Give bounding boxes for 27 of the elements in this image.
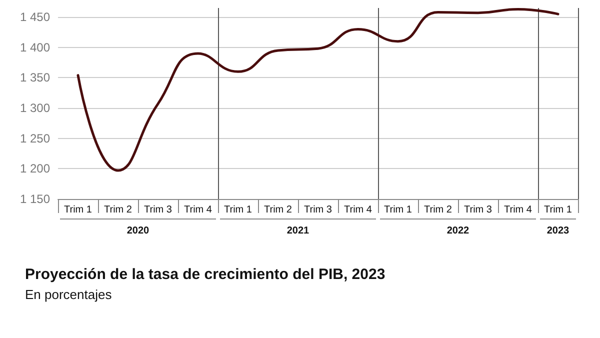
x-tick-label: Trim 1 xyxy=(64,204,92,216)
x-tick-label: Trim 3 xyxy=(464,204,492,216)
x-tick-label: Trim 1 xyxy=(544,204,572,216)
text: 2022 xyxy=(446,226,470,236)
line-series xyxy=(76,8,560,172)
x-tick-label: Trim 4 xyxy=(344,204,372,216)
y-tick-label: 1 400 xyxy=(20,40,50,54)
text: 2020 xyxy=(126,226,150,236)
x-tick-label: Trim 1 xyxy=(384,204,412,216)
y-tick-label: 1 150 xyxy=(20,192,50,206)
x-tick-label: Trim 3 xyxy=(304,204,332,216)
y-tick-label: 1 450 xyxy=(20,10,50,24)
y-tick-label: 1 300 xyxy=(20,101,50,116)
text: En porcentajes xyxy=(25,287,112,302)
x-tick-label: Trim 4 xyxy=(504,204,532,216)
x-tick-label: Trim 4 xyxy=(184,204,212,216)
y-tick-label: 1 200 xyxy=(20,162,50,176)
x-tick-label: Trim 2 xyxy=(264,204,292,216)
text: Proyección de la tasa de crecimiento del PIB, 2023 xyxy=(25,266,386,283)
text: 2023 xyxy=(546,226,570,236)
text: 2021 xyxy=(286,226,310,236)
y-tick-label: 1 350 xyxy=(20,70,50,85)
y-tick-label: 1 250 xyxy=(20,131,50,146)
x-tick-label: Trim 2 xyxy=(424,204,452,216)
x-tick-label: Trim 1 xyxy=(224,204,252,216)
x-tick-label: Trim 3 xyxy=(144,204,172,216)
x-tick-label: Trim 2 xyxy=(104,204,132,216)
